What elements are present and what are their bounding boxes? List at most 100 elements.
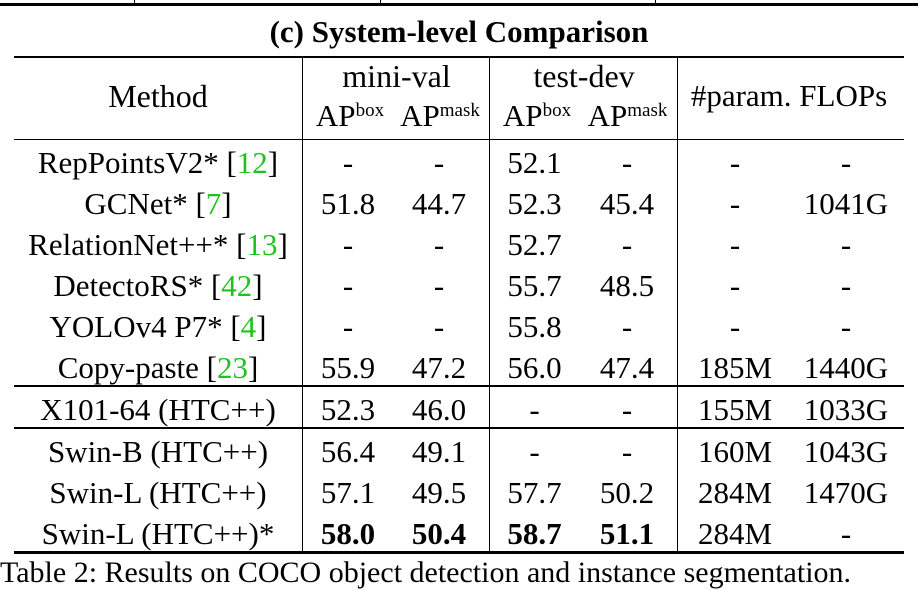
value-cell: 57.7 — [507, 475, 562, 510]
table-row: Swin-L (HTC++) 57.1 49.5 57.7 50.2 284M 1470G — [0, 472, 918, 513]
citation-link[interactable]: 42 — [221, 268, 253, 303]
group-rule-2 — [14, 427, 904, 429]
value-cell: - — [342, 268, 354, 303]
value-cell: - — [840, 145, 852, 180]
value-cell: - — [840, 268, 852, 303]
value-cell: - — [433, 145, 445, 180]
value-cell: - — [433, 227, 445, 262]
ap-mask-header-1: APmask — [400, 98, 480, 133]
method-cell: GCNet* [7] — [84, 186, 232, 221]
top-tick-2 — [380, 0, 381, 6]
value-cell: - — [729, 227, 741, 262]
table-row: Copy-paste [23] 55.9 47.2 56.0 47.4 185M 1440G — [0, 347, 918, 388]
value-cell: 44.7 — [411, 186, 467, 221]
table-row: GCNet* [7] 51.8 44.7 52.3 45.4 - 1041G — [0, 183, 918, 224]
value-cell: - — [433, 309, 445, 344]
value-cell: - — [621, 434, 633, 469]
value-cell: 51.8 — [320, 186, 376, 221]
value-cell: - — [529, 392, 540, 427]
method-name: Swin-L (HTC++)* — [41, 516, 275, 551]
value-cell: - — [729, 268, 741, 303]
table-caption: Table 2: Results on COCO object detectio… — [0, 556, 852, 589]
value-cell: - — [342, 227, 354, 262]
value-cell: - — [729, 309, 741, 344]
method-cell: RelationNet++* [13] — [28, 227, 288, 262]
value-cell: 46.0 — [411, 392, 467, 427]
method-name: DetectoRS* — [53, 268, 204, 303]
mini-val-header: mini-val — [342, 58, 451, 94]
value-cell: - — [729, 186, 741, 221]
value-cell: - — [729, 145, 741, 180]
value-cell: 48.5 — [599, 268, 655, 303]
value-cell: - — [840, 309, 852, 344]
citation-link[interactable]: 23 — [216, 350, 248, 385]
method-name: RepPointsV2* — [37, 145, 219, 180]
vline-minival — [489, 58, 490, 551]
method-name: Swin-B (HTC++) — [47, 434, 269, 469]
table-row: RelationNet++* [13] - - 52.7 - - - — [0, 224, 918, 265]
group-rule-1 — [14, 385, 904, 387]
value-cell: 55.9 — [320, 350, 376, 385]
table-row: Swin-B (HTC++) 56.4 49.1 - - 160M 1043G — [0, 431, 918, 472]
value-cell: 47.2 — [411, 350, 467, 385]
method-name: GCNet* — [84, 186, 188, 221]
ap-box-header-2: APbox — [502, 98, 572, 133]
value-cell: 1041G — [803, 186, 889, 221]
top-tick-3 — [655, 0, 656, 6]
value-cell: 55.8 — [507, 309, 562, 344]
value-cell: - — [433, 268, 445, 303]
citation-link[interactable]: 13 — [246, 227, 278, 262]
value-cell: 55.7 — [507, 268, 562, 303]
method-name: Copy-paste — [57, 350, 199, 385]
value-cell: 52.3 — [320, 392, 376, 427]
method-cell: Swin-L (HTC++) — [14, 475, 302, 511]
value-cell: 185M — [697, 350, 773, 385]
method-cell: DetectoRS* [42] — [53, 268, 263, 303]
vline-testdev — [677, 58, 678, 551]
value-cell: 57.1 — [320, 475, 376, 510]
top-rule — [0, 3, 918, 6]
citation-link[interactable]: 4 — [240, 309, 257, 344]
method-cell: X101-64 (HTC++) — [14, 392, 302, 428]
value-cell: - — [621, 145, 633, 180]
table-row: YOLOv4 P7* [4] - - 55.8 - - - — [0, 306, 918, 347]
table-row: RepPointsV2* [12] - - 52.1 - - - — [0, 142, 918, 183]
top-tick-1 — [134, 0, 135, 6]
param-flops-header: #param. FLOPs — [690, 78, 888, 113]
value-cell: 49.5 — [411, 475, 467, 510]
value-cell: 58.0 — [320, 516, 376, 551]
value-cell: - — [840, 227, 852, 262]
method-name: YOLOv4 P7* — [49, 309, 223, 344]
ap-mask-header-2: APmask — [587, 98, 668, 133]
value-cell: 47.4 — [599, 350, 655, 385]
vline-method — [302, 58, 303, 551]
method-name: RelationNet++* — [28, 227, 229, 262]
value-cell: 1033G — [803, 392, 889, 427]
header-bottom-rule — [14, 139, 904, 140]
method-name: Swin-L (HTC++) — [49, 475, 267, 510]
value-cell: - — [621, 309, 633, 344]
ap-box-header-1: APbox — [315, 98, 385, 133]
value-cell: - — [840, 516, 852, 551]
method-name: X101-64 (HTC++) — [40, 392, 276, 427]
table-title: (c) System-level Comparison — [269, 14, 649, 49]
value-cell: - — [342, 145, 354, 180]
value-cell: 1440G — [803, 350, 889, 385]
method-cell: Swin-B (HTC++) — [14, 434, 302, 470]
value-cell: - — [529, 434, 540, 469]
value-cell: 56.0 — [507, 350, 562, 385]
value-cell: 1043G — [803, 434, 889, 469]
value-cell: 52.7 — [507, 227, 562, 262]
table-row: X101-64 (HTC++) 52.3 46.0 - - 155M 1033G — [0, 389, 918, 430]
citation-link[interactable]: 12 — [236, 145, 268, 180]
value-cell: 1470G — [803, 475, 889, 510]
method-header: Method — [108, 78, 208, 114]
value-cell: 52.1 — [507, 145, 562, 180]
value-cell: 51.1 — [599, 516, 655, 551]
value-cell: - — [621, 227, 633, 262]
table-row: DetectoRS* [42] - - 55.7 48.5 - - — [0, 265, 918, 306]
value-cell: 160M — [697, 434, 773, 469]
value-cell: - — [342, 309, 354, 344]
citation-link[interactable]: 7 — [205, 186, 222, 221]
value-cell: 284M — [697, 516, 773, 551]
